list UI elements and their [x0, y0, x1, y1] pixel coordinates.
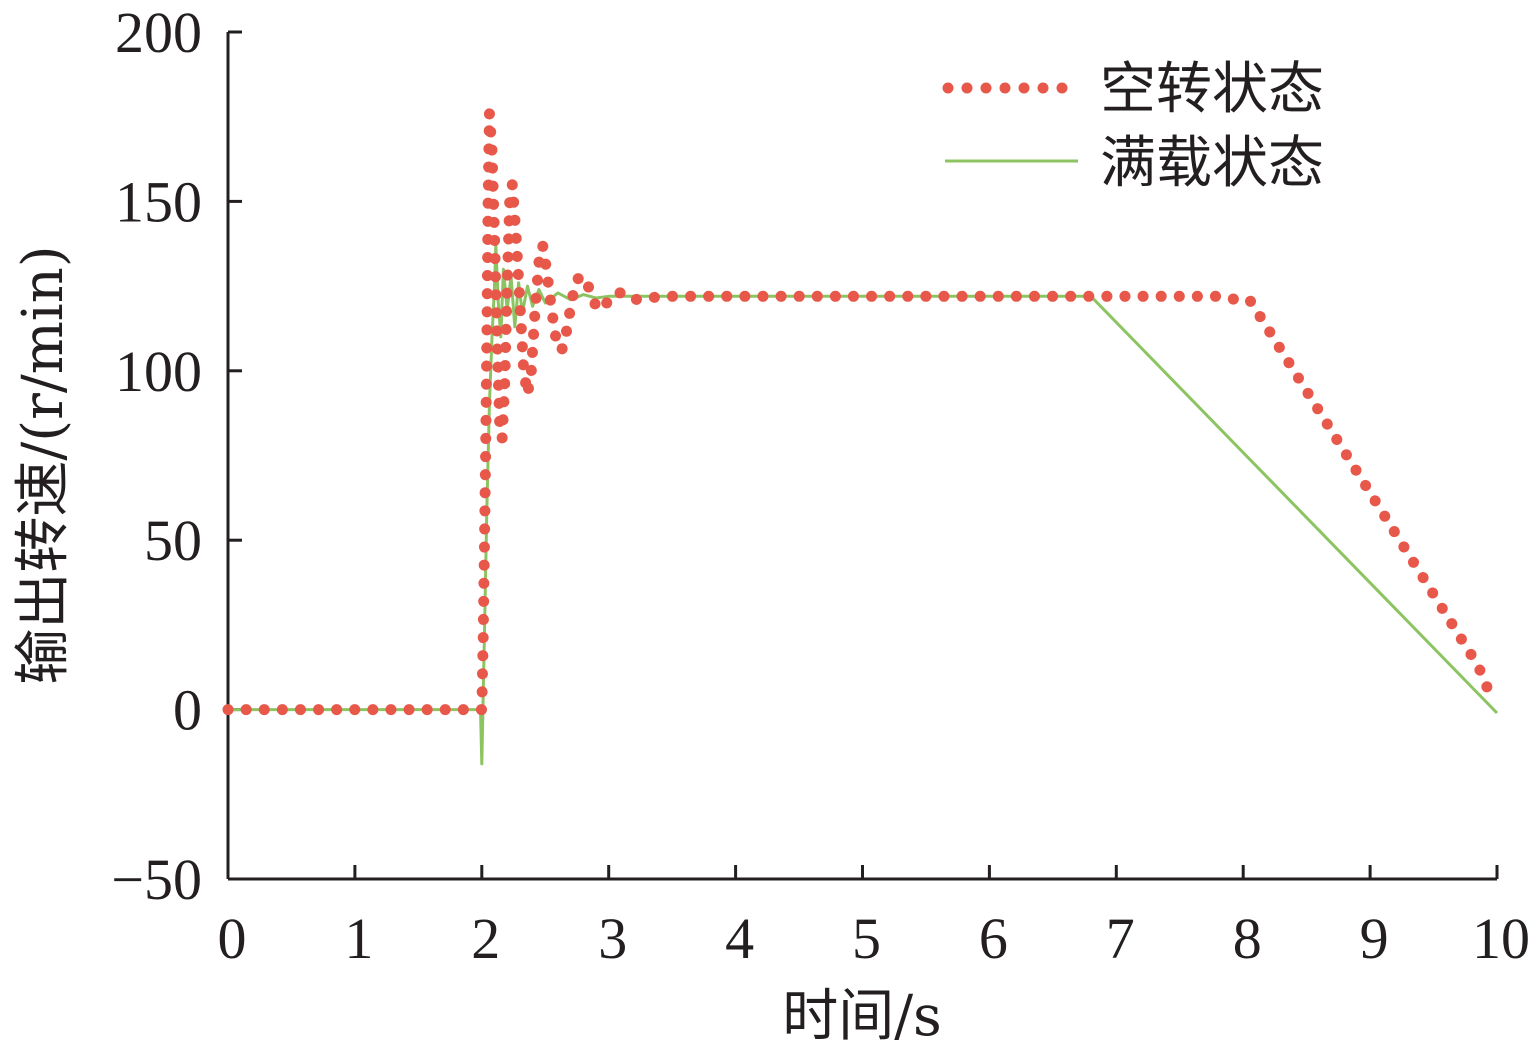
series-line: [228, 243, 1499, 766]
y-tick-label: 150: [115, 169, 202, 234]
legend-label-idle: 空转状态: [1100, 57, 1324, 122]
legend-marker-dot: [980, 82, 992, 94]
legend-marker-dot: [1037, 82, 1049, 94]
y-tick-label: −50: [111, 847, 202, 912]
y-tick-label: 200: [115, 0, 202, 65]
series-line: [222, 107, 1497, 716]
x-tick-label: 4: [725, 906, 754, 971]
x-tick-label: 5: [852, 906, 881, 971]
legend: 空转状态 满载状态: [942, 57, 1324, 196]
x-tick-label: 6: [979, 906, 1008, 971]
legend-marker-dot: [942, 82, 954, 94]
x-axis-ticks: 0 1 2 3 4 5 6 7 8 9 10: [218, 865, 1530, 971]
series-idle: [222, 107, 1497, 716]
x-tick-label: 2: [471, 906, 500, 971]
x-tick-label: 3: [598, 906, 627, 971]
plot-area: [222, 107, 1499, 766]
legend-marker-dot: [1056, 82, 1068, 94]
legend-label-full-load: 满载状态: [1100, 131, 1324, 196]
legend-marker-dot: [1018, 82, 1030, 94]
y-tick-label: 100: [115, 339, 202, 404]
y-tick-label: 0: [173, 678, 202, 743]
y-tick-label: 50: [144, 508, 202, 573]
legend-marker-dot: [999, 82, 1011, 94]
x-tick-label: 8: [1233, 906, 1262, 971]
x-axis-title: 时间/s: [782, 984, 942, 1049]
x-tick-label: 10: [1472, 906, 1530, 971]
x-tick-label: 9: [1360, 906, 1389, 971]
x-tick-label: 1: [344, 906, 373, 971]
legend-item-idle: [942, 82, 1068, 94]
series-full-load: [228, 243, 1499, 766]
legend-marker-dot: [961, 82, 973, 94]
x-tick-label: 0: [218, 906, 247, 971]
x-tick-label: 7: [1106, 906, 1135, 971]
y-axis-ticks: −50 0 50 100 150 200: [111, 0, 242, 912]
y-axis-title: 输出转速/(r/min): [11, 245, 76, 684]
